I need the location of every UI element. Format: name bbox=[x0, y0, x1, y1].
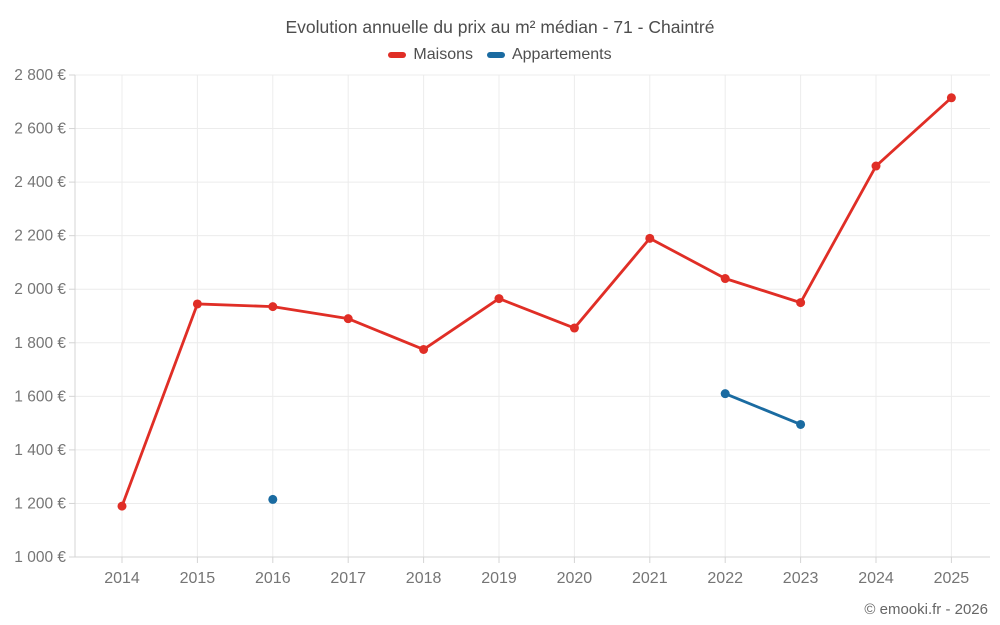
legend-label-appartements: Appartements bbox=[511, 46, 612, 63]
series-line-maisons bbox=[120, 96, 953, 508]
x-tick-label: 2025 bbox=[934, 570, 970, 587]
copyright-footer: © emooki.fr - 2026 bbox=[864, 601, 988, 618]
x-tick-label: 2015 bbox=[180, 570, 216, 587]
x-tick-label: 2023 bbox=[783, 570, 819, 587]
legend: Maisons Appartements bbox=[0, 46, 1000, 64]
data-point-maisons-2022[interactable] bbox=[720, 274, 730, 284]
x-tick-label: 2017 bbox=[330, 570, 366, 587]
legend-label-maisons: Maisons bbox=[413, 46, 473, 63]
y-tick-label: 2 400 € bbox=[14, 174, 66, 191]
x-tick-label: 2016 bbox=[255, 570, 291, 587]
data-point-appartements-2023[interactable] bbox=[796, 419, 806, 429]
y-tick-label: 2 600 € bbox=[14, 121, 66, 138]
data-point-maisons-2020[interactable] bbox=[569, 323, 579, 333]
data-point-maisons-2023[interactable] bbox=[796, 298, 806, 308]
data-point-maisons-2017[interactable] bbox=[343, 314, 353, 324]
x-tick-label: 2020 bbox=[557, 570, 593, 587]
data-point-appartements-2022[interactable] bbox=[720, 389, 730, 399]
legend-swatch-appartements bbox=[486, 52, 505, 58]
data-point-maisons-2014[interactable] bbox=[117, 501, 127, 511]
y-tick-label: 1 200 € bbox=[14, 495, 66, 512]
data-point-maisons-2015[interactable] bbox=[192, 299, 202, 309]
y-tick-label: 2 000 € bbox=[14, 281, 66, 298]
x-tick-label: 2018 bbox=[406, 570, 442, 587]
y-tick-label: 2 200 € bbox=[14, 228, 66, 245]
y-tick-label: 1 400 € bbox=[14, 442, 66, 459]
data-point-maisons-2024[interactable] bbox=[871, 161, 881, 171]
y-tick-label: 1 000 € bbox=[14, 549, 66, 566]
data-point-maisons-2019[interactable] bbox=[494, 294, 504, 304]
legend-item-appartements[interactable]: Appartements bbox=[486, 46, 612, 64]
x-tick-label: 2022 bbox=[707, 570, 743, 587]
y-tick-label: 2 800 € bbox=[14, 67, 66, 84]
chart-title: Evolution annuelle du prix au m² médian … bbox=[285, 17, 715, 37]
legend-item-maisons[interactable]: Maisons bbox=[388, 46, 473, 64]
y-tick-label: 1 600 € bbox=[14, 388, 66, 405]
legend-swatch-maisons bbox=[388, 52, 407, 58]
series-line-appartements bbox=[723, 392, 802, 426]
data-point-maisons-2025[interactable] bbox=[946, 93, 956, 103]
data-point-appartements-2016[interactable] bbox=[268, 494, 278, 504]
y-tick-label: 1 800 € bbox=[14, 335, 66, 352]
x-tick-label: 2024 bbox=[858, 570, 894, 587]
data-point-maisons-2018[interactable] bbox=[419, 344, 429, 354]
x-tick-label: 2014 bbox=[104, 570, 140, 587]
data-point-maisons-2016[interactable] bbox=[268, 302, 278, 312]
data-point-maisons-2021[interactable] bbox=[645, 233, 655, 243]
x-tick-label: 2021 bbox=[632, 570, 668, 587]
x-tick-label: 2019 bbox=[481, 570, 517, 587]
